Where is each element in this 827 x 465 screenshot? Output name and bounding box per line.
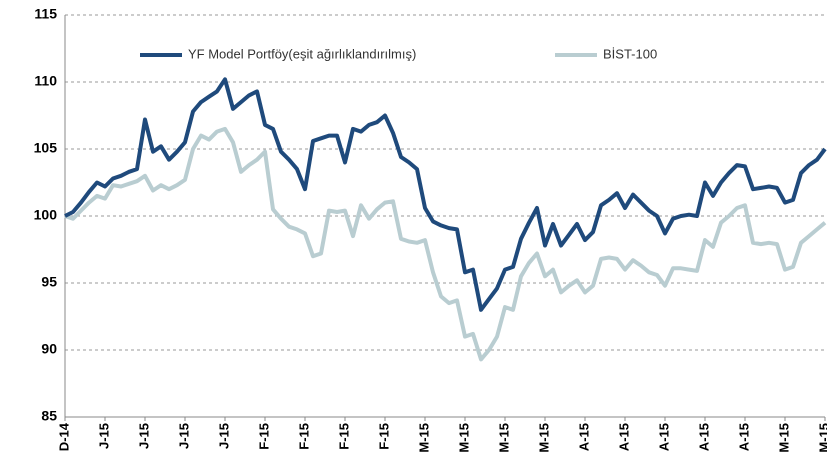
x-tick-label: D-14 bbox=[56, 422, 71, 451]
series-line bbox=[64, 77, 827, 312]
x-tick-label: F-15 bbox=[336, 423, 351, 450]
x-tick-label: A-15 bbox=[656, 423, 671, 451]
y-tick-label: 115 bbox=[34, 6, 57, 22]
series-line bbox=[64, 126, 827, 362]
x-tick-label: F-15 bbox=[256, 423, 271, 450]
y-tick-label: 100 bbox=[34, 207, 58, 223]
x-tick-label: M-15 bbox=[496, 423, 511, 453]
x-tick-label: J-15 bbox=[216, 423, 231, 449]
x-tick-label: F-15 bbox=[296, 423, 311, 450]
y-tick-label: 85 bbox=[41, 408, 57, 424]
x-tick-label: J-15 bbox=[96, 423, 111, 449]
y-tick-label: 105 bbox=[34, 140, 58, 156]
x-tick-label: A-15 bbox=[696, 423, 711, 451]
x-tick-label: A-15 bbox=[576, 423, 591, 451]
x-tick-label: J-15 bbox=[136, 423, 151, 449]
x-tick-label: M-15 bbox=[536, 423, 551, 453]
y-tick-label: 90 bbox=[41, 341, 57, 357]
y-tick-label: 95 bbox=[41, 274, 57, 290]
legend-label: YF Model Portföy(eşit ağırlıklandırılmış… bbox=[188, 46, 416, 61]
x-tick-label: M-15 bbox=[416, 423, 431, 453]
x-tick-label: J-15 bbox=[176, 423, 191, 449]
x-tick-label: F-15 bbox=[376, 423, 391, 450]
x-tick-label: M-15 bbox=[816, 423, 827, 453]
y-tick-label: 110 bbox=[34, 73, 57, 89]
x-tick-label: M-15 bbox=[776, 423, 791, 453]
x-tick-label: A-15 bbox=[736, 423, 751, 451]
legend-label: BİST-100 bbox=[603, 46, 657, 61]
x-tick-label: A-15 bbox=[616, 423, 631, 451]
x-tick-label: M-15 bbox=[456, 423, 471, 453]
